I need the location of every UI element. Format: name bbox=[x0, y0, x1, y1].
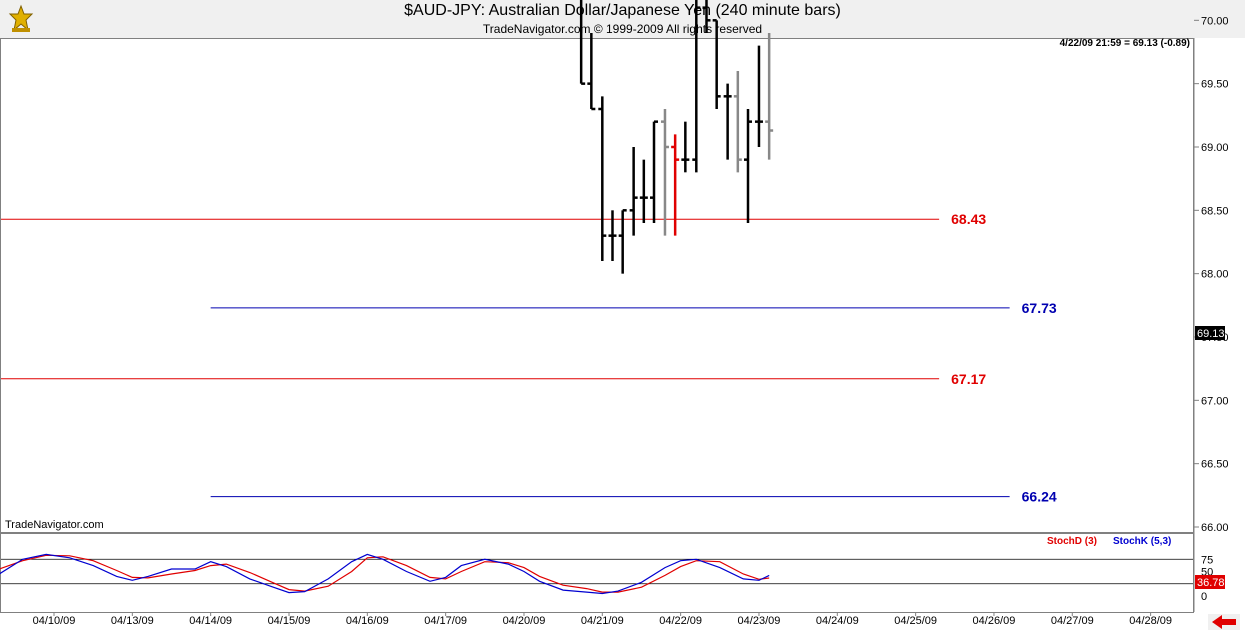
ohlc-bar bbox=[650, 120, 659, 223]
chart-copyright: TradeNavigator.com © 1999-2009 All right… bbox=[482, 22, 763, 36]
level-label: 66.24 bbox=[1022, 489, 1057, 505]
y-tick-label: 68.50 bbox=[1201, 205, 1229, 217]
ohlc-bar bbox=[744, 108, 753, 223]
level-label: 67.17 bbox=[951, 371, 986, 387]
ohlc-bar bbox=[608, 210, 617, 261]
ohlc-bar bbox=[671, 134, 680, 236]
x-tick-label: 04/13/09 bbox=[111, 615, 154, 627]
ohlc-bar bbox=[712, 19, 721, 109]
stochastic-panel: 0255075 bbox=[0, 553, 1213, 603]
ohlc-bar bbox=[733, 70, 742, 173]
ohlc-bar bbox=[681, 121, 690, 173]
ohlc-bar bbox=[702, 0, 711, 33]
ohlc-bars bbox=[579, 0, 774, 274]
chart-header: $AUD-JPY: Australian Dollar/Japanese Yen… bbox=[0, 0, 1245, 38]
x-tick-label: 04/20/09 bbox=[503, 615, 546, 627]
y-tick-label: 66.00 bbox=[1201, 522, 1229, 534]
ohlc-bar bbox=[618, 209, 627, 274]
stoch-last-label: 36.78 bbox=[1197, 577, 1225, 589]
level-label: 67.73 bbox=[1022, 300, 1057, 316]
ohlc-bar bbox=[765, 32, 774, 160]
last-price-label: 69.13 bbox=[1197, 328, 1225, 340]
ohlc-bar bbox=[754, 45, 763, 147]
ohlc-bar bbox=[692, 0, 701, 173]
x-tick-label: 04/15/09 bbox=[268, 615, 311, 627]
x-tick-label: 04/25/09 bbox=[894, 615, 937, 627]
legend-stochd: StochD (3) bbox=[1047, 536, 1097, 547]
legend-stochk: StochK (5,3) bbox=[1113, 536, 1171, 547]
x-tick-label: 04/14/09 bbox=[189, 615, 232, 627]
x-tick-label: 04/24/09 bbox=[816, 615, 859, 627]
x-tick-label: 04/16/09 bbox=[346, 615, 389, 627]
ohlc-bar bbox=[598, 96, 607, 261]
stoch-y-tick-label: 75 bbox=[1201, 554, 1213, 566]
price-panel-frame bbox=[0, 38, 1194, 533]
watermark: TradeNavigator.com bbox=[5, 519, 104, 531]
y-tick-label: 69.50 bbox=[1201, 79, 1229, 91]
chart-title: $AUD-JPY: Australian Dollar/Japanese Yen… bbox=[404, 2, 841, 19]
y-tick-label: 70.00 bbox=[1201, 15, 1229, 27]
y-tick-label: 69.00 bbox=[1201, 142, 1229, 154]
last-quote-info: 4/22/09 21:59 = 69.13 (-0.89) bbox=[1060, 38, 1190, 49]
x-tick-label: 04/27/09 bbox=[1051, 615, 1094, 627]
ohlc-bar bbox=[579, 0, 586, 85]
x-tick-label: 04/28/09 bbox=[1129, 615, 1172, 627]
x-tick-label: 04/22/09 bbox=[659, 615, 702, 627]
x-tick-label: 04/10/09 bbox=[33, 615, 76, 627]
stochd-line bbox=[0, 554, 770, 593]
last-price-tag bbox=[1195, 326, 1225, 340]
ohlc-bar bbox=[723, 83, 732, 160]
y-tick-label: 68.00 bbox=[1201, 269, 1229, 281]
stoch-y-tick-label: 0 bbox=[1201, 591, 1207, 603]
ohlc-bar bbox=[639, 159, 648, 223]
y-tick-label: 67.00 bbox=[1201, 395, 1229, 407]
level-label: 68.43 bbox=[951, 211, 986, 227]
level-lines: 72.8972.0971.2970.7970.4968.4367.7367.17… bbox=[1, 211, 1057, 505]
trade-navigator-logo-icon bbox=[8, 4, 34, 32]
stoch-last-tag bbox=[1195, 575, 1225, 589]
red-left-arrow-icon[interactable] bbox=[1208, 614, 1240, 630]
ohlc-bar bbox=[660, 108, 669, 236]
y-tick-label: 66.50 bbox=[1201, 459, 1229, 471]
stochk-line bbox=[0, 553, 770, 595]
ohlc-bar bbox=[629, 146, 638, 236]
date-x-axis: 04/10/09 04/13/09 04/14/09 04/15/09 04/16/09… bbox=[33, 612, 1172, 627]
x-tick-label: 04/17/09 bbox=[424, 615, 467, 627]
price-y-axis: 66.0066.5067.0067.5068.0068.5069.0069.50… bbox=[1194, 15, 1229, 534]
x-tick-label: 04/26/09 bbox=[973, 615, 1016, 627]
x-tick-label: 04/23/09 bbox=[738, 615, 781, 627]
ohlc-bar bbox=[587, 32, 596, 111]
x-tick-label: 04/21/09 bbox=[581, 615, 624, 627]
